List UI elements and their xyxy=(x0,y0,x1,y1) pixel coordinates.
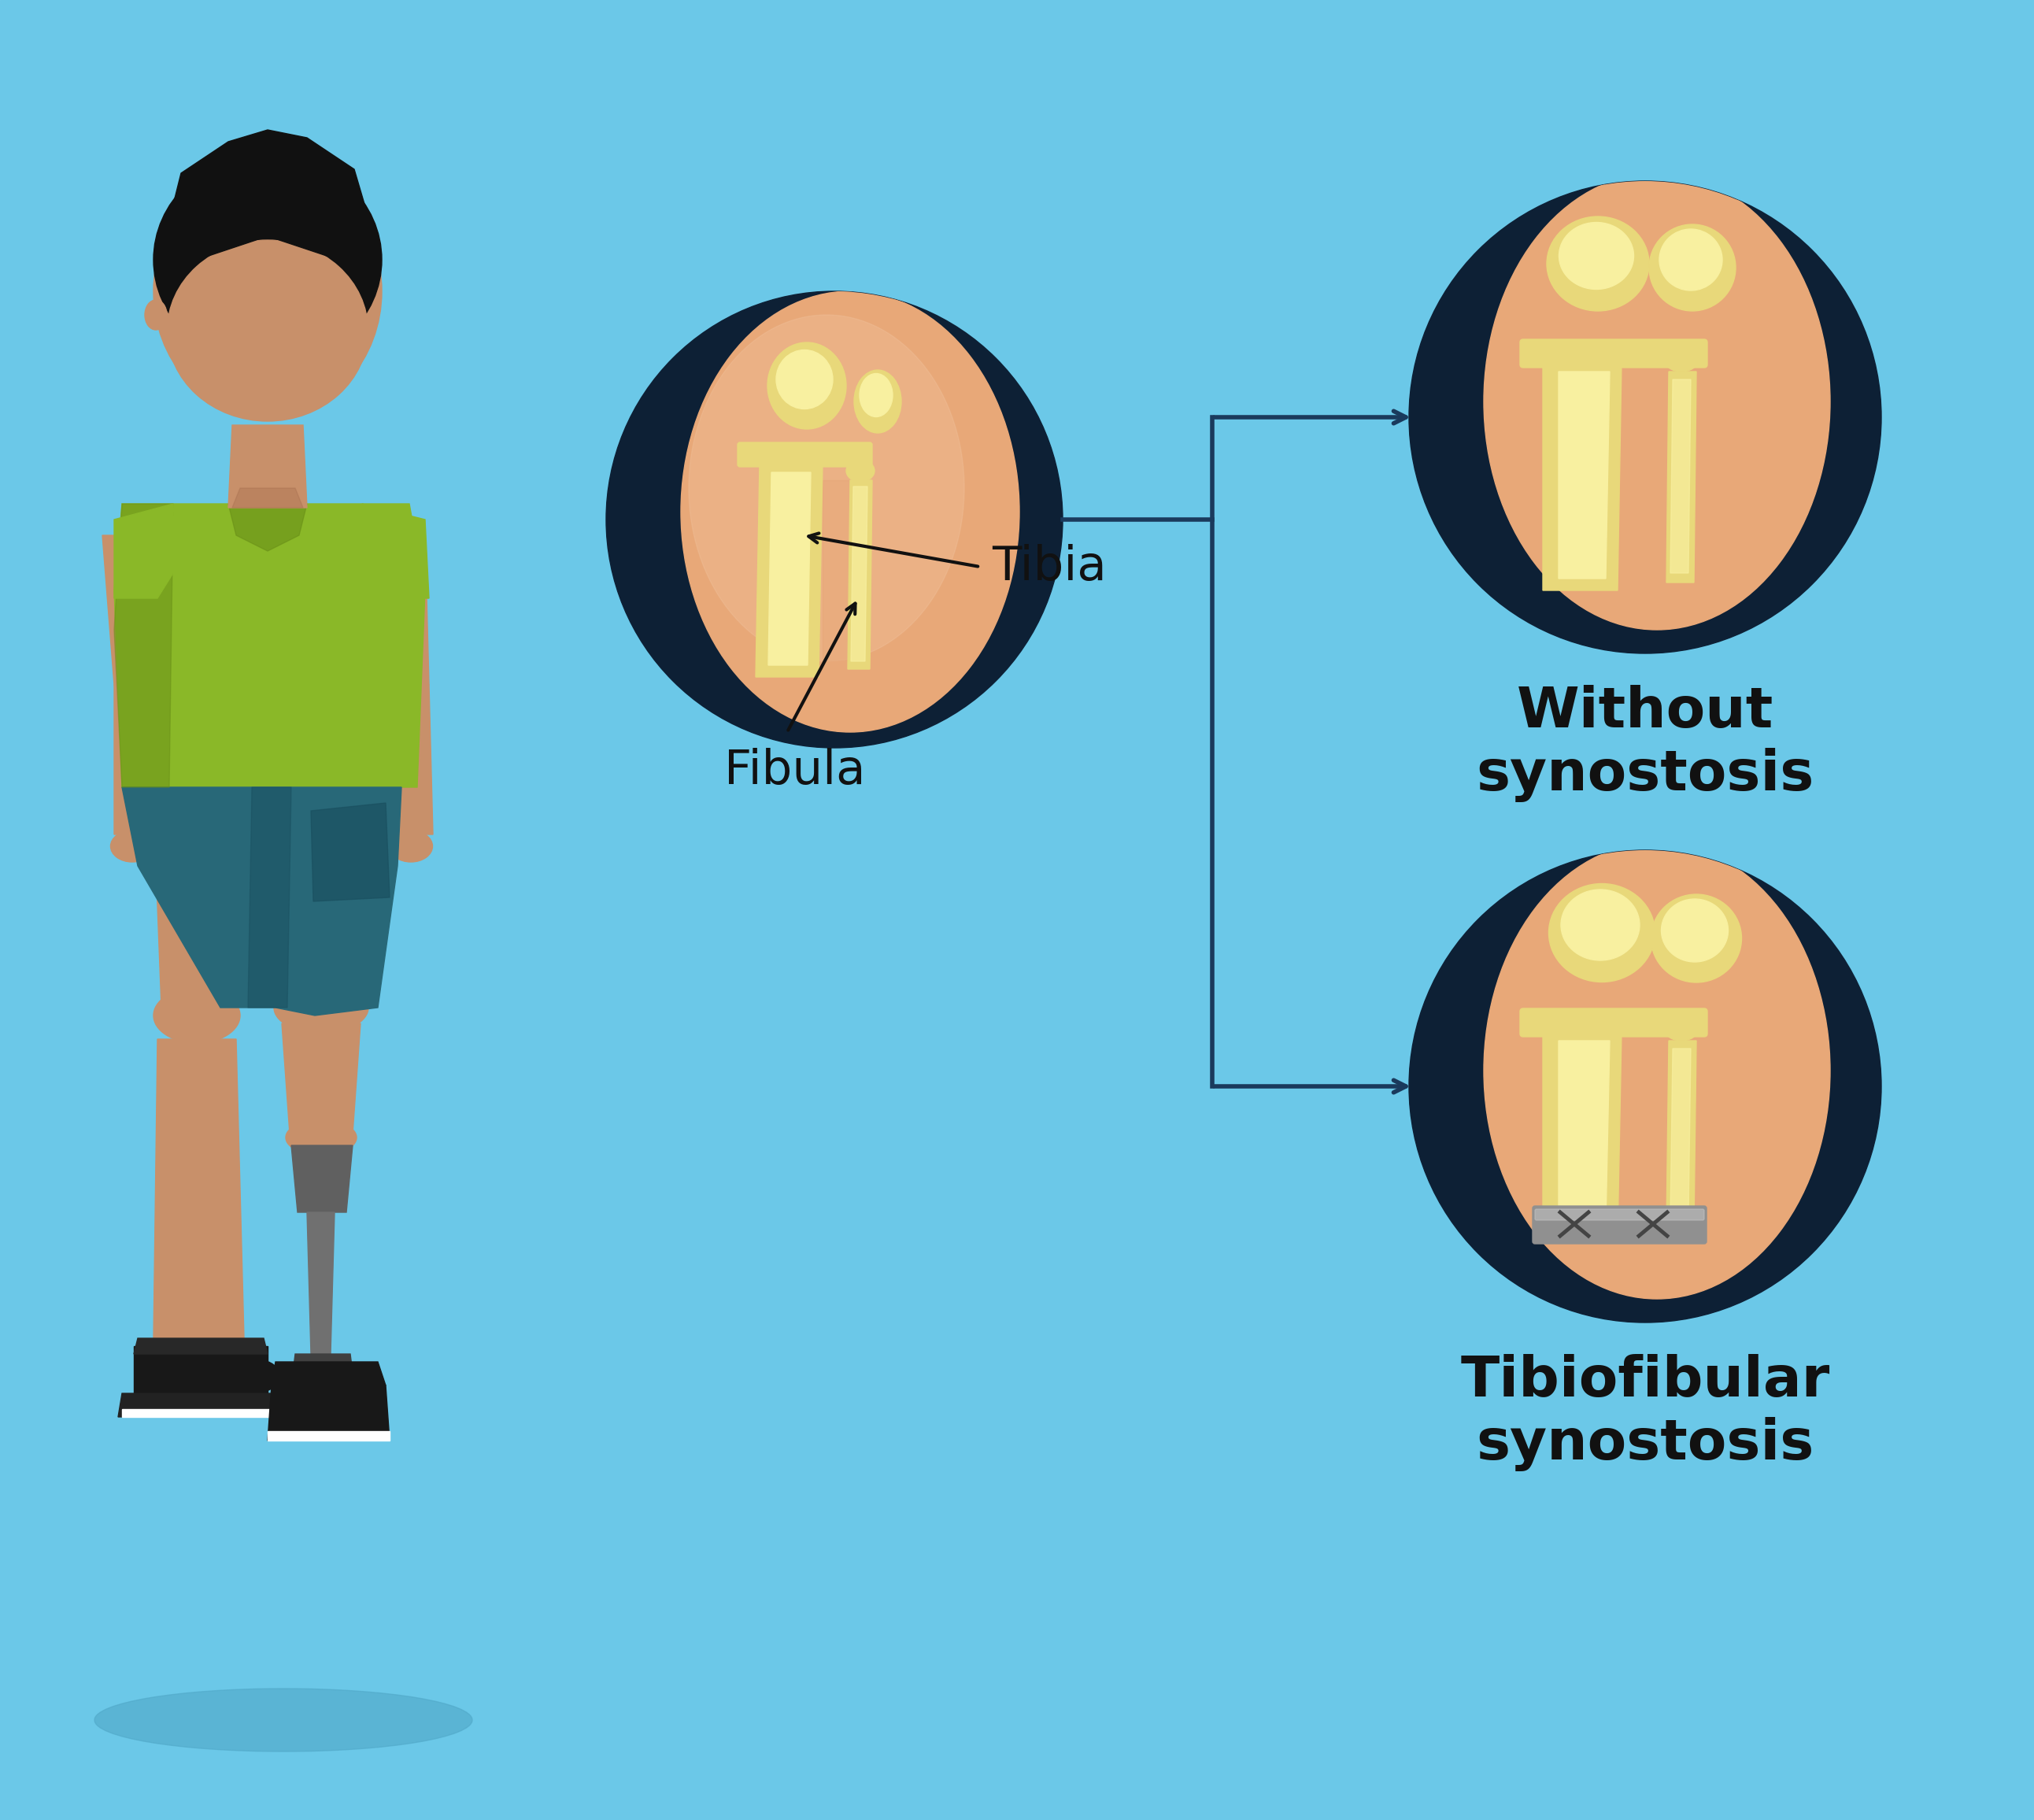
Ellipse shape xyxy=(153,988,240,1043)
Polygon shape xyxy=(134,1338,268,1354)
Ellipse shape xyxy=(153,166,382,417)
Polygon shape xyxy=(1558,1041,1609,1225)
Polygon shape xyxy=(311,803,391,901)
Polygon shape xyxy=(1544,1032,1621,1236)
Ellipse shape xyxy=(1558,222,1633,289)
Ellipse shape xyxy=(1662,899,1729,963)
Polygon shape xyxy=(122,788,401,1016)
Ellipse shape xyxy=(275,983,368,1034)
Ellipse shape xyxy=(153,153,382,366)
Ellipse shape xyxy=(388,830,433,863)
FancyBboxPatch shape xyxy=(1532,1207,1707,1243)
Polygon shape xyxy=(1558,371,1609,579)
Ellipse shape xyxy=(1664,1019,1698,1041)
Ellipse shape xyxy=(777,349,832,410)
Polygon shape xyxy=(134,1347,268,1394)
Polygon shape xyxy=(1666,371,1696,582)
Polygon shape xyxy=(362,504,429,599)
Ellipse shape xyxy=(110,830,155,863)
Ellipse shape xyxy=(846,460,875,482)
Polygon shape xyxy=(757,464,822,677)
FancyBboxPatch shape xyxy=(1519,1008,1707,1037)
Circle shape xyxy=(606,291,1062,748)
Ellipse shape xyxy=(1560,890,1639,961)
Polygon shape xyxy=(769,473,812,664)
Polygon shape xyxy=(307,1212,334,1354)
Polygon shape xyxy=(1670,379,1690,573)
Ellipse shape xyxy=(1650,224,1735,311)
Ellipse shape xyxy=(155,1325,242,1369)
Text: Without
synostosis: Without synostosis xyxy=(1477,684,1814,803)
Ellipse shape xyxy=(690,315,964,661)
Polygon shape xyxy=(1666,1041,1696,1227)
Polygon shape xyxy=(1544,364,1621,590)
Polygon shape xyxy=(1670,1048,1690,1216)
Polygon shape xyxy=(114,677,157,834)
Ellipse shape xyxy=(1483,173,1831,630)
Polygon shape xyxy=(283,1023,360,1134)
Text: Tibiofibular
synostosis: Tibiofibular synostosis xyxy=(1460,1354,1831,1471)
Polygon shape xyxy=(114,504,173,788)
Ellipse shape xyxy=(240,1360,279,1392)
Polygon shape xyxy=(165,129,374,268)
Ellipse shape xyxy=(1664,349,1698,371)
Polygon shape xyxy=(114,504,425,788)
Polygon shape xyxy=(822,480,850,661)
Ellipse shape xyxy=(681,291,1019,732)
Ellipse shape xyxy=(285,1119,356,1156)
Ellipse shape xyxy=(1548,885,1656,983)
Polygon shape xyxy=(102,519,193,795)
Polygon shape xyxy=(153,803,240,1008)
Polygon shape xyxy=(248,788,291,1008)
Ellipse shape xyxy=(144,300,167,329)
Polygon shape xyxy=(122,1409,283,1418)
Ellipse shape xyxy=(1546,217,1650,311)
Polygon shape xyxy=(228,504,307,551)
Polygon shape xyxy=(118,1394,283,1418)
Text: Fibula: Fibula xyxy=(724,748,866,794)
Ellipse shape xyxy=(1660,229,1723,291)
Ellipse shape xyxy=(167,240,368,420)
Polygon shape xyxy=(268,1385,391,1441)
Polygon shape xyxy=(268,1431,391,1441)
Polygon shape xyxy=(228,426,307,508)
Polygon shape xyxy=(273,795,374,999)
Polygon shape xyxy=(291,1354,354,1385)
Circle shape xyxy=(1410,180,1881,653)
Polygon shape xyxy=(232,488,303,508)
Polygon shape xyxy=(850,486,866,661)
Polygon shape xyxy=(848,480,873,670)
FancyBboxPatch shape xyxy=(1536,1208,1704,1219)
Text: Tibia: Tibia xyxy=(993,544,1106,590)
Ellipse shape xyxy=(1652,894,1741,983)
FancyBboxPatch shape xyxy=(1519,339,1707,368)
Polygon shape xyxy=(114,504,177,599)
Ellipse shape xyxy=(94,1689,472,1751)
Polygon shape xyxy=(273,1361,386,1385)
Polygon shape xyxy=(291,1145,352,1212)
FancyBboxPatch shape xyxy=(738,442,873,466)
Polygon shape xyxy=(391,684,433,834)
Polygon shape xyxy=(153,1039,244,1338)
Ellipse shape xyxy=(854,369,901,433)
Ellipse shape xyxy=(860,373,893,417)
Polygon shape xyxy=(358,519,429,684)
Ellipse shape xyxy=(1483,843,1831,1299)
Ellipse shape xyxy=(767,342,846,430)
Circle shape xyxy=(1410,850,1881,1323)
